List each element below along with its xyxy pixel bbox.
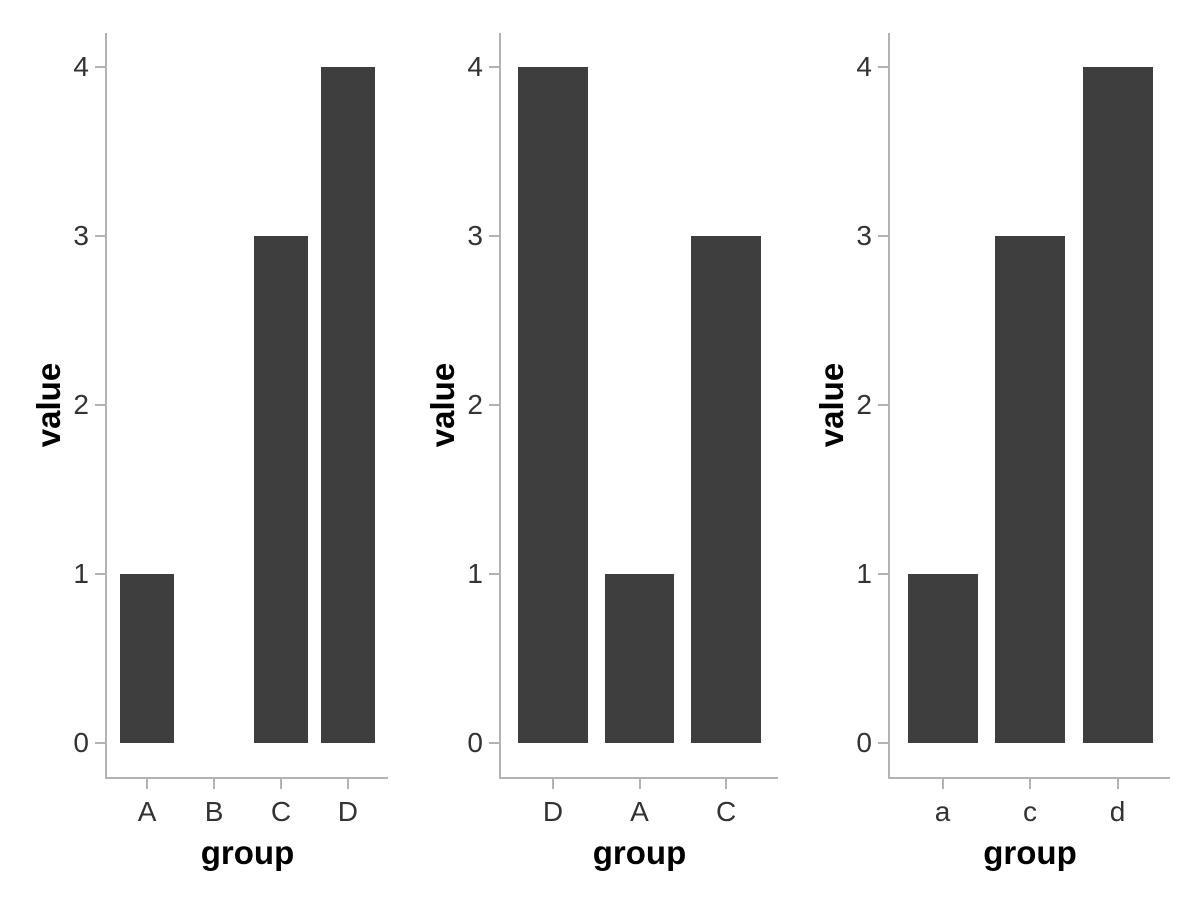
panel-2-x-axis-title: group [592, 834, 687, 871]
panel-1-y-axis-title: value [30, 362, 67, 448]
panel-3-y-tick [878, 573, 888, 575]
panel-2-y-tick-label: 0 [467, 727, 483, 758]
panel-2-bar-C [691, 236, 761, 743]
panel-3-y-tick [878, 742, 888, 744]
panel-2-y-tick-label: 3 [467, 220, 483, 251]
panel-3-y-axis-title: value [813, 362, 850, 448]
panel-3-x-tick-label: d [1109, 796, 1126, 827]
panel-3-x-axis-title: group [983, 834, 1077, 871]
panel-1-x-tick [213, 779, 216, 789]
panel-1-y-tick-label: 3 [73, 220, 89, 251]
panel-3-y-tick [878, 235, 888, 237]
panel-1-y-tick-label: 4 [73, 51, 89, 82]
panel-2-y-axis-title: value [424, 362, 461, 448]
panel-2-x-tick [638, 779, 641, 789]
panel-3-bar-c [995, 236, 1065, 743]
panel-1-y-tick [95, 235, 105, 237]
panel-3-x-tick-label: c [1023, 796, 1037, 827]
panel-3-y-tick-label: 4 [856, 51, 872, 82]
panel-1-y-tick [95, 742, 105, 744]
panel-1-y-tick [95, 66, 105, 68]
panel-2-x-tick [551, 779, 554, 789]
panel-2-x-tick [725, 779, 728, 789]
panel-2-y-tick [489, 66, 499, 68]
panel-3-x-tick [941, 779, 944, 789]
panel-2-x-axis-line [499, 777, 778, 779]
panel-1-y-tick [95, 404, 105, 406]
panel-1-bar-A [120, 574, 174, 743]
panel-1-y-tick-label: 0 [73, 727, 89, 758]
panel-2-y-tick-label: 1 [467, 558, 483, 589]
panel-1-x-tick-label: D [337, 796, 358, 827]
panel-2-y-tick [489, 742, 499, 744]
panel-3-bar-d [1082, 67, 1153, 743]
panel-2-y-axis-line [499, 33, 501, 779]
panel-3-x-axis-line [888, 777, 1170, 779]
panel-1-y-tick-label: 1 [73, 558, 89, 589]
panel-1-bar-C [254, 236, 308, 743]
panel-1-y-tick-label: 2 [73, 389, 89, 420]
panel-3-y-tick [878, 404, 888, 406]
panel-3-y-tick-label: 1 [856, 558, 872, 589]
panel-1-x-tick-label: C [270, 796, 292, 827]
panel-3-y-tick [878, 66, 888, 68]
panel-1-x-tick [346, 779, 349, 789]
panel-2-bar-D [518, 67, 588, 743]
panel-2-y-tick-label: 4 [467, 51, 483, 82]
panel-1-y-tick [95, 573, 105, 575]
panel-1-x-axis-line [105, 777, 388, 779]
panel-2-y-tick [489, 404, 499, 406]
panel-2-y-tick [489, 573, 499, 575]
panel-3-bar-a [907, 574, 978, 743]
panel-3-y-axis-line [888, 33, 890, 779]
panel-2-x-tick-label: C [715, 796, 737, 827]
panel-1-x-axis-title: group [200, 834, 295, 871]
panel-3-x-tick [1029, 779, 1031, 789]
panel-1-x-tick-label: A [137, 796, 157, 827]
panel-2-bar-A [604, 574, 675, 743]
panel-1-x-tick [279, 779, 282, 789]
panel-1-y-axis-line [105, 33, 107, 779]
panel-1-x-tick [146, 779, 149, 789]
panel-3-y-tick-label: 3 [856, 220, 872, 251]
panel-3-y-tick-label: 0 [856, 727, 872, 758]
panel-3-y-tick-label: 2 [856, 389, 872, 420]
panel-1-bar-D [321, 67, 375, 743]
panel-2-x-tick-label: A [630, 796, 649, 827]
panel-2-x-tick-label: D [542, 796, 564, 827]
panel-1-x-tick-label: B [204, 796, 224, 827]
panel-2-y-tick [489, 235, 499, 237]
panel-2-y-tick-label: 2 [467, 389, 483, 420]
panel-3-x-tick-label: a [934, 796, 951, 827]
panel-3-x-tick [1116, 779, 1119, 789]
